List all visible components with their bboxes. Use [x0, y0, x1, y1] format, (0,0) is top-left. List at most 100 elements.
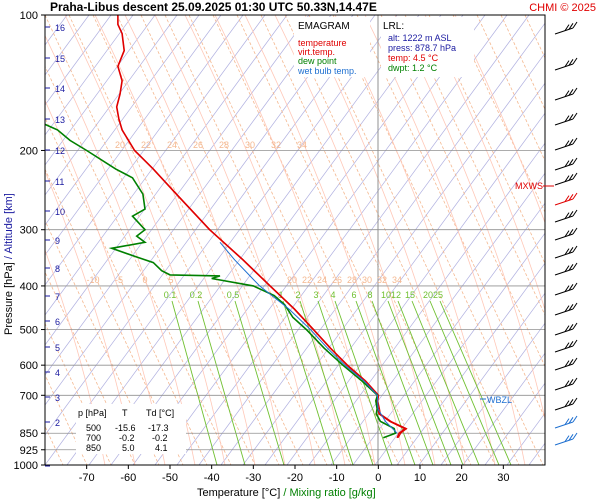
isotherm-line [198, 15, 530, 465]
dry-adiabat-label: 5 [168, 275, 173, 285]
isotherm-line [330, 172, 545, 465]
wind-barb-feather [564, 248, 570, 255]
wind-barb-feather [572, 322, 578, 330]
wind-barb-feather [564, 400, 570, 407]
table-header-p: p [hPa] [78, 408, 107, 418]
dry-adiabat-line [45, 15, 256, 465]
isotherm-line [374, 232, 545, 465]
y-tick-label: 500 [20, 325, 38, 337]
dry-adiabat-label: 26 [193, 140, 203, 150]
dry-adiabat-label: -5 [115, 275, 123, 285]
x-tick-label: -70 [79, 472, 95, 484]
y-tick-label: 600 [20, 360, 38, 372]
wind-barb-feather [568, 359, 574, 366]
mixing-ratio-label: 12 [391, 290, 401, 300]
mixing-ratio-label: 2 [295, 290, 300, 300]
wind-barb-feather [564, 115, 570, 122]
dry-adiabat-grid [45, 15, 545, 465]
wind-barbs [554, 21, 578, 446]
mixing-ratio-line [387, 300, 452, 465]
altitude-tick-label: 5 [55, 343, 60, 353]
table-cell-t-700: -0.2 [119, 433, 135, 443]
legend-title: EMAGRAM [298, 21, 350, 32]
mixing-ratio-line [234, 300, 285, 465]
x-tick-label: -30 [245, 472, 261, 484]
y-tick-label: 850 [20, 428, 38, 440]
altitude-tick-label: 14 [55, 84, 65, 94]
isotherm-line [88, 15, 420, 465]
altitude-tick-label: 9 [55, 236, 60, 246]
moist-adiabat-line [304, 15, 466, 465]
dry-adiabat-label: 24 [167, 140, 177, 150]
mixing-ratio-label: 20 [423, 290, 433, 300]
series-wet-bulb-temp-line [219, 241, 398, 434]
dry-adiabat-line [284, 15, 496, 465]
wind-barb-feather [568, 341, 574, 348]
mixing-ratio-label: 0.1 [164, 290, 177, 300]
dry-adiabat-label: 22 [302, 275, 312, 285]
wind-barb-shaft [554, 118, 574, 126]
dry-adiabat-label: 20 [115, 140, 125, 150]
wind-barb-feather [564, 265, 570, 272]
table-cell-p-500: 500 [86, 423, 101, 433]
wind-barb-feather [568, 174, 574, 181]
dry-adiabat-label: 24 [317, 275, 327, 285]
mixing-ratio-line [171, 300, 218, 465]
dry-adiabat-line [212, 15, 424, 465]
table-cell-t-500: -15.6 [115, 423, 136, 433]
moist-adiabat-line [454, 15, 545, 224]
profile-series [45, 15, 408, 439]
lrl-altitude: alt: 1222 m ASL [388, 33, 452, 43]
isotherm-line [440, 322, 545, 465]
x-tick-label: -40 [204, 472, 220, 484]
wind-barb-shaft [554, 403, 574, 411]
wind-barb-feather [564, 60, 570, 67]
wind-barb-feather [564, 175, 570, 182]
altitude-tick-label: 11 [55, 177, 64, 187]
dry-adiabat-line [236, 15, 448, 465]
mixing-ratio-label: 8 [367, 290, 372, 300]
dry-adiabat-line [140, 15, 352, 465]
x-tick-label: -10 [329, 472, 345, 484]
wind-barb-shaft [554, 143, 574, 151]
wind-barb-feather [568, 247, 574, 254]
dry-adiabat-line [452, 15, 545, 214]
wind-barb-feather [572, 262, 578, 270]
y-tick-label: 700 [20, 390, 38, 402]
altitude-tick-label: 12 [55, 146, 65, 156]
dry-adiabat-line [356, 15, 545, 419]
isotherm-line [45, 15, 288, 346]
dry-adiabat-label: 32 [271, 140, 281, 150]
dry-adiabat-label: 32 [377, 275, 387, 285]
x-tick-label: -50 [162, 472, 178, 484]
lrl-dewpoint: dwpt: 1.2 °C [388, 63, 438, 73]
wind-barb-shaft [554, 363, 574, 371]
mixing-ratio-line [355, 300, 416, 465]
wind-barb-feather [568, 229, 574, 236]
wind-barb-feather [572, 87, 578, 95]
moist-adiabat-line [244, 15, 406, 465]
wind-barb-shaft [554, 268, 574, 276]
isotherm-grid [45, 15, 545, 465]
lrl-box: LRL: alt: 1222 m ASL press: 878.7 hPa te… [381, 17, 474, 77]
dry-adiabat-label: 30 [362, 275, 372, 285]
wind-barb-feather [564, 360, 570, 367]
isotherm-line [45, 15, 244, 286]
lrl-temp: temp: 4.5 °C [388, 53, 439, 63]
isotherm-line [45, 15, 354, 436]
y-tick-label: 925 [20, 445, 38, 457]
wind-barb-shaft [554, 27, 574, 35]
mixing-ratio-line [317, 300, 374, 465]
wind-barb-feather [564, 305, 570, 312]
table-header-td: Td [°C] [146, 408, 174, 418]
wind-barb-feather [572, 432, 578, 440]
wind-barb-feather [568, 304, 574, 311]
isotherm-line [264, 82, 545, 465]
wind-barb-feather [564, 212, 570, 219]
wbzl-label: WBZL [487, 395, 512, 405]
mixing-ratio-label: 10 [381, 290, 391, 300]
x-tick-label: 10 [414, 472, 426, 484]
wind-barb-shaft [554, 421, 574, 429]
